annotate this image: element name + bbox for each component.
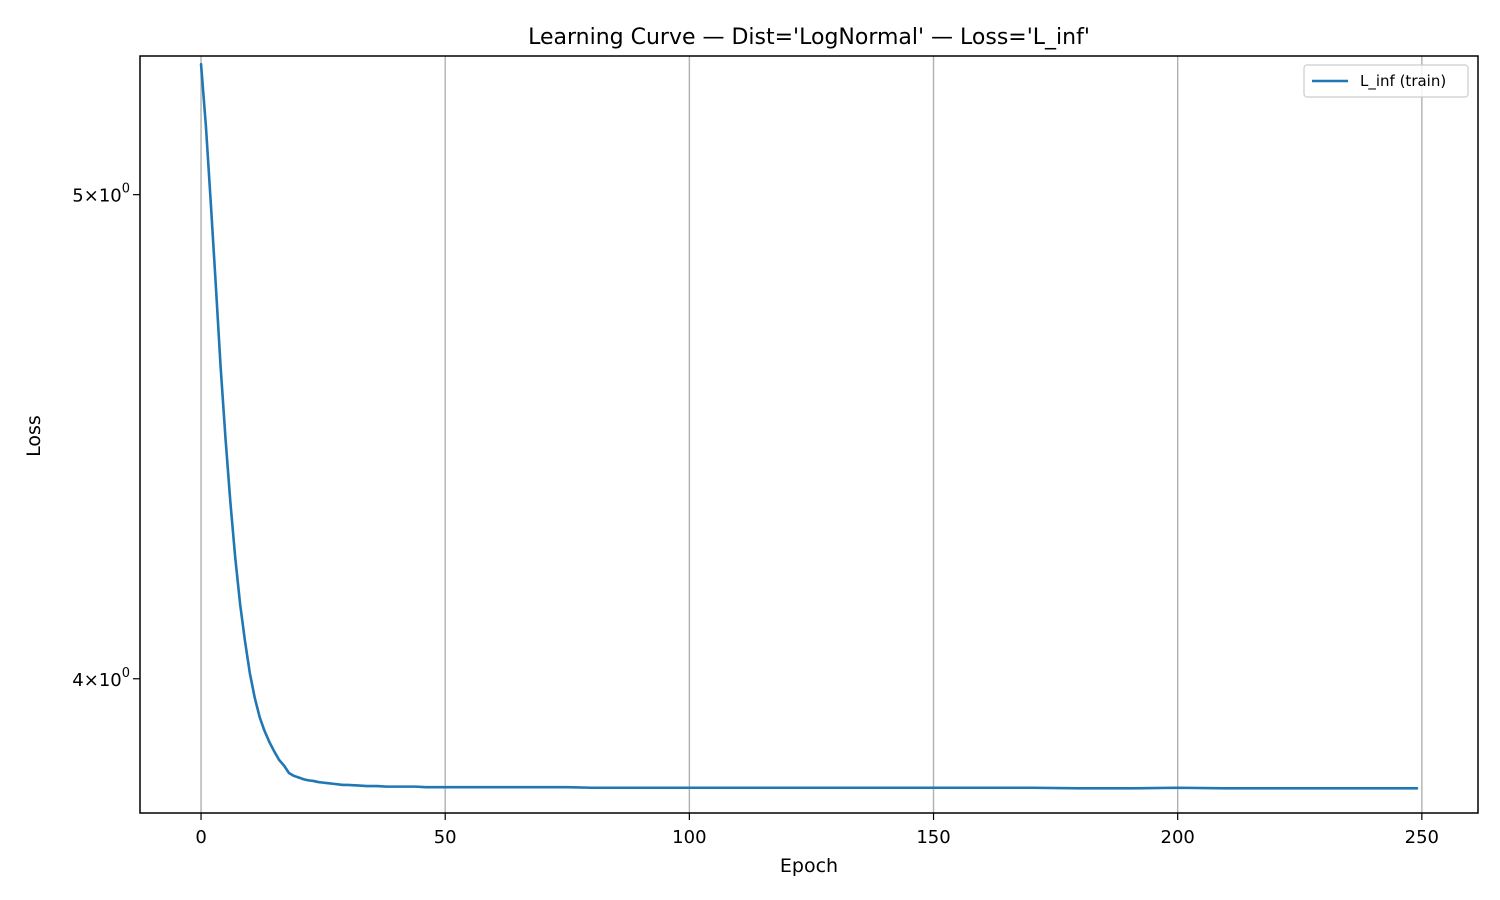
- y-tick-mantissa: 5: [72, 186, 83, 207]
- x-tick-label: 200: [1161, 827, 1195, 848]
- y-tick-times-sign: ×: [84, 670, 99, 691]
- x-tick-label: 150: [916, 827, 950, 848]
- x-tick-label: 100: [672, 827, 706, 848]
- x-tick-label: 0: [195, 827, 206, 848]
- y-tick-mantissa: 4: [72, 670, 83, 691]
- legend: L_inf (train): [1303, 64, 1469, 98]
- series-line-0: [199, 62, 1419, 790]
- x-tick-label: 250: [1405, 827, 1439, 848]
- x-tick-label: 50: [434, 827, 457, 848]
- y-tick-label: 4×100: [72, 666, 130, 691]
- y-tick-exponent: 0: [122, 182, 130, 197]
- legend-label: L_inf (train): [1360, 72, 1446, 91]
- legend-box: [1303, 64, 1469, 98]
- y-tick-base: 10: [99, 670, 122, 691]
- chart-title: Learning Curve — Dist='LogNormal' — Loss…: [528, 25, 1090, 50]
- y-tick-exponent: 0: [122, 666, 130, 681]
- y-tick-times-sign: ×: [84, 186, 99, 207]
- y-tick-label: 5×100: [72, 182, 130, 207]
- plot-area-frame: [139, 55, 1479, 814]
- y-tick-base: 10: [99, 186, 122, 207]
- x-axis-ticks: 0 50 100 150 200 250: [195, 813, 1439, 848]
- grid-lines: [200, 56, 1423, 813]
- x-axis-label: Epoch: [780, 855, 838, 877]
- y-axis-label: Loss: [23, 415, 45, 457]
- series-group: [199, 62, 1419, 790]
